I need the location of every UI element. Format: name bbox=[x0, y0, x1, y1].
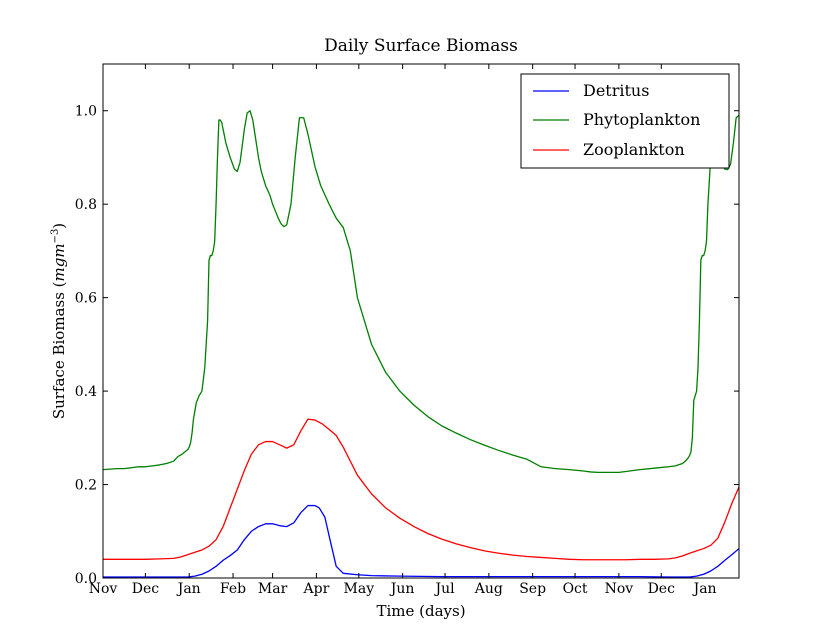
x-tick-label: May bbox=[344, 581, 375, 597]
x-tick-label: Feb bbox=[220, 581, 246, 597]
y-axis-label: Surface Biomass (mgm−3) bbox=[50, 223, 68, 419]
x-tick-label: Aug bbox=[474, 581, 503, 597]
y-axis-label-text: Surface Biomass ( bbox=[50, 281, 68, 419]
y-axis-ticks bbox=[103, 110, 739, 579]
x-tick-label: Sep bbox=[519, 581, 546, 597]
chart-title: Daily Surface Biomass bbox=[324, 36, 518, 56]
x-tick-label: Nov bbox=[89, 581, 118, 597]
y-axis-label-close: ) bbox=[50, 223, 68, 229]
y-tick-label: 0.4 bbox=[75, 384, 97, 400]
y-tick-label: 1.0 bbox=[75, 104, 97, 120]
x-axis-label: Time (days) bbox=[376, 602, 465, 620]
x-tick-label: Dec bbox=[132, 581, 160, 597]
series-line-phytoplankton bbox=[102, 110, 740, 474]
x-tick-label: Jan bbox=[692, 581, 717, 597]
series-line-detritus bbox=[103, 504, 740, 578]
x-tick-label: Apr bbox=[303, 581, 330, 597]
y-axis-label-unit: mgm bbox=[50, 243, 68, 281]
y-tick-label: 0.8 bbox=[75, 197, 97, 213]
series-layer bbox=[102, 110, 740, 578]
series-line-zooplankton bbox=[103, 418, 740, 561]
x-tick-label: Mar bbox=[258, 581, 288, 597]
x-tick-label: Jun bbox=[389, 581, 415, 597]
plot-frame bbox=[102, 63, 740, 579]
x-tick-label: Oct bbox=[563, 581, 588, 597]
legend-label-zooplankton: Zooplankton bbox=[583, 140, 685, 159]
x-tick-label: Jan bbox=[176, 581, 201, 597]
legend-label-phytoplankton: Phytoplankton bbox=[583, 110, 700, 129]
legend-label-detritus: Detritus bbox=[583, 81, 649, 100]
x-tick-label: Dec bbox=[648, 581, 676, 597]
x-axis-tick-labels: Nov Dec Jan Feb Mar Apr May Jun Jul Aug Sep Oct Nov D… bbox=[89, 581, 717, 597]
y-tick-label: 0.2 bbox=[75, 478, 97, 494]
y-axis-label-exponent: −3 bbox=[50, 229, 61, 244]
y-tick-label: 0.6 bbox=[75, 291, 97, 307]
y-tick-label: 0.0 bbox=[75, 571, 97, 587]
y-axis-tick-labels: 0.0 0.2 0.4 0.6 0.8 1.0 bbox=[75, 104, 97, 587]
x-tick-label: Nov bbox=[605, 581, 634, 597]
x-tick-label: Jul bbox=[433, 581, 455, 597]
legend-box bbox=[520, 73, 730, 169]
x-axis-ticks bbox=[102, 64, 662, 578]
legend: Detritus Phytoplankton Zooplankton bbox=[520, 73, 730, 169]
